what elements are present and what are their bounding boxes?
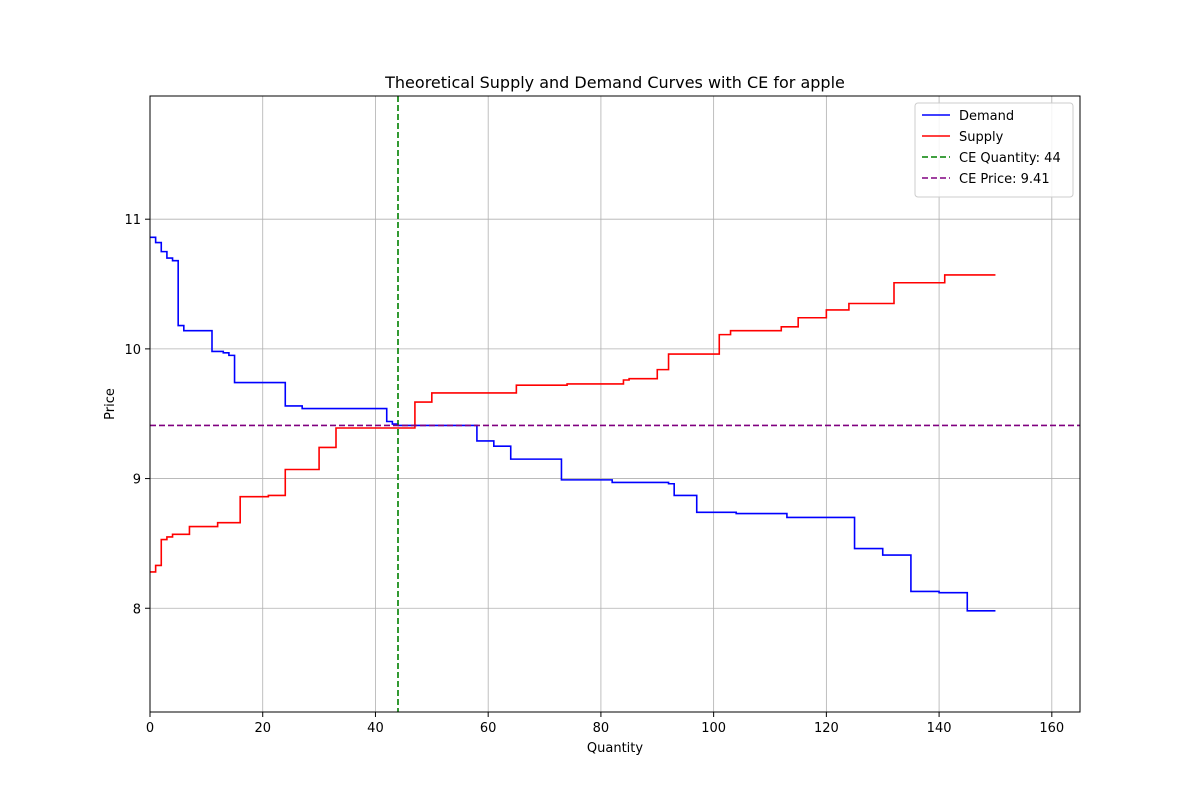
- x-axis-label: Quantity: [587, 741, 643, 756]
- legend-entry: Demand: [959, 109, 1014, 124]
- x-tick-label: 80: [593, 721, 610, 736]
- y-tick-label: 10: [124, 343, 141, 358]
- x-tick-label: 40: [367, 721, 384, 736]
- chart-title: Theoretical Supply and Demand Curves wit…: [384, 73, 845, 92]
- axes-ticks: 0 20 40 60 80 100 120 140 160 8 9 10 11: [124, 213, 1064, 736]
- x-tick-label: 60: [480, 721, 497, 736]
- y-tick-label: 11: [124, 213, 141, 228]
- x-tick-label: 100: [701, 721, 726, 736]
- legend-entry: CE Price: 9.41: [959, 172, 1050, 187]
- supply-curve: [150, 274, 996, 573]
- legend-entry: CE Quantity: 44: [959, 151, 1061, 166]
- legend-entry: Supply: [959, 130, 1004, 145]
- x-tick-label: 120: [814, 721, 839, 736]
- legend: Demand Supply CE Quantity: 44 CE Price: 9.4…: [914, 102, 1074, 198]
- plot-frame: [149, 95, 1081, 713]
- y-tick-label: 9: [133, 473, 141, 488]
- x-tick-label: 20: [254, 721, 271, 736]
- x-tick-label: 140: [927, 721, 952, 736]
- y-tick-label: 8: [133, 602, 141, 617]
- x-tick-label: 160: [1039, 721, 1064, 736]
- legend-box: [914, 102, 1074, 198]
- grid: [149, 96, 1080, 712]
- plot-area: [150, 96, 1080, 712]
- y-axis-label: Price: [103, 388, 118, 420]
- x-tick-label: 0: [146, 721, 154, 736]
